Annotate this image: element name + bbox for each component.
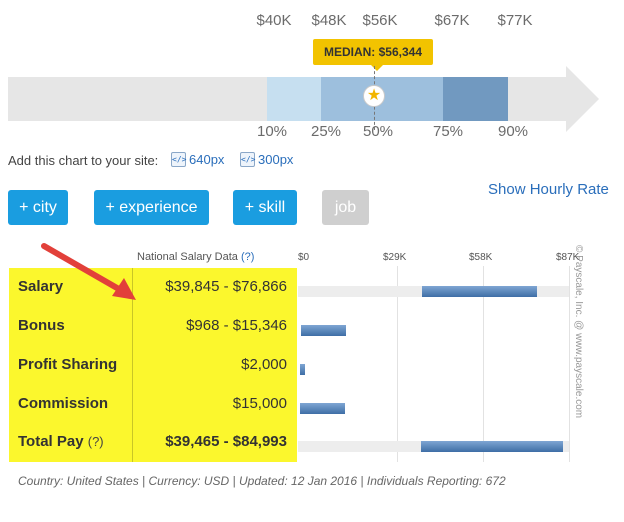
embed-300-link[interactable]: </> 300px xyxy=(240,152,293,167)
row-label-total-pay: Total Pay (?) xyxy=(18,433,104,450)
show-hourly-rate-link[interactable]: Show Hourly Rate xyxy=(488,181,609,198)
range-bar-commission xyxy=(300,403,345,414)
embed-code-icon: </> xyxy=(171,152,186,167)
axis-tick-87k: $87K xyxy=(556,252,580,263)
table-header-label: National Salary Data xyxy=(137,251,238,263)
dollar-label-25: $48K xyxy=(311,12,347,29)
row-value-profit-sharing: $2,000 xyxy=(241,356,287,373)
range-bar-profit-sharing xyxy=(300,364,305,375)
column-divider xyxy=(132,268,133,462)
dollar-label-50: $56K xyxy=(362,12,398,29)
segment-75-90 xyxy=(443,77,508,121)
percentile-label-75: 75% xyxy=(432,123,464,140)
row-label-profit-sharing: Profit Sharing xyxy=(18,356,118,373)
range-bar-salary xyxy=(422,286,538,297)
segment-10-25 xyxy=(267,77,321,121)
axis-tick-0: $0 xyxy=(298,252,310,263)
range-bar-bonus xyxy=(301,325,346,336)
row-value-salary: $39,845 - $76,866 xyxy=(165,278,287,295)
footer-info: Country: United States | Currency: USD |… xyxy=(18,474,506,488)
gridline xyxy=(397,266,398,462)
add-skill-button[interactable]: + skill xyxy=(233,190,297,225)
total-pay-label: Total Pay xyxy=(18,433,84,450)
percentile-label-90: 90% xyxy=(497,123,529,140)
embed-code-icon: </> xyxy=(240,152,255,167)
embed-300-label: 300px xyxy=(258,152,294,167)
embed-640-label: 640px xyxy=(189,152,225,167)
percentile-label-25: 25% xyxy=(310,123,342,140)
add-city-button[interactable]: + city xyxy=(8,190,68,225)
add-chart-label: Add this chart to your site: xyxy=(8,153,159,168)
star-icon: ★ xyxy=(363,85,385,107)
percentile-label-10: 10% xyxy=(256,123,288,140)
gridline xyxy=(569,266,570,462)
row-value-commission: $15,000 xyxy=(232,395,287,412)
add-experience-button[interactable]: + experience xyxy=(94,190,209,225)
range-bar-total-pay xyxy=(420,441,563,452)
track-arrow-head xyxy=(566,66,599,132)
dollar-label-90: $77K xyxy=(497,12,533,29)
row-value-bonus: $968 - $15,346 xyxy=(186,317,287,334)
red-arrow-annotation xyxy=(41,243,136,300)
row-label-commission: Commission xyxy=(18,395,109,412)
table-header-help[interactable]: (?) xyxy=(240,251,255,263)
table-header: National Salary Data (?) xyxy=(137,251,254,263)
axis-tick-58k: $58K xyxy=(469,252,493,263)
dollar-label-75: $67K xyxy=(434,12,470,29)
gridline xyxy=(483,266,484,462)
copyright-text: © Payscale, Inc. @ www.payscale.com xyxy=(573,245,584,419)
embed-640-link[interactable]: </> 640px xyxy=(171,152,224,167)
percentile-label-50: 50% xyxy=(362,123,394,140)
dollar-label-10: $40K xyxy=(256,12,292,29)
axis-tick-29k: $29K xyxy=(383,252,407,263)
total-pay-help[interactable]: (?) xyxy=(87,434,104,449)
job-button[interactable]: job xyxy=(322,190,369,225)
row-label-salary: Salary xyxy=(18,278,64,295)
row-value-total-pay: $39,465 - $84,993 xyxy=(165,433,287,450)
highlight-box xyxy=(9,268,297,462)
median-badge: MEDIAN: $56,344 xyxy=(313,39,433,71)
row-label-bonus: Bonus xyxy=(18,317,65,334)
